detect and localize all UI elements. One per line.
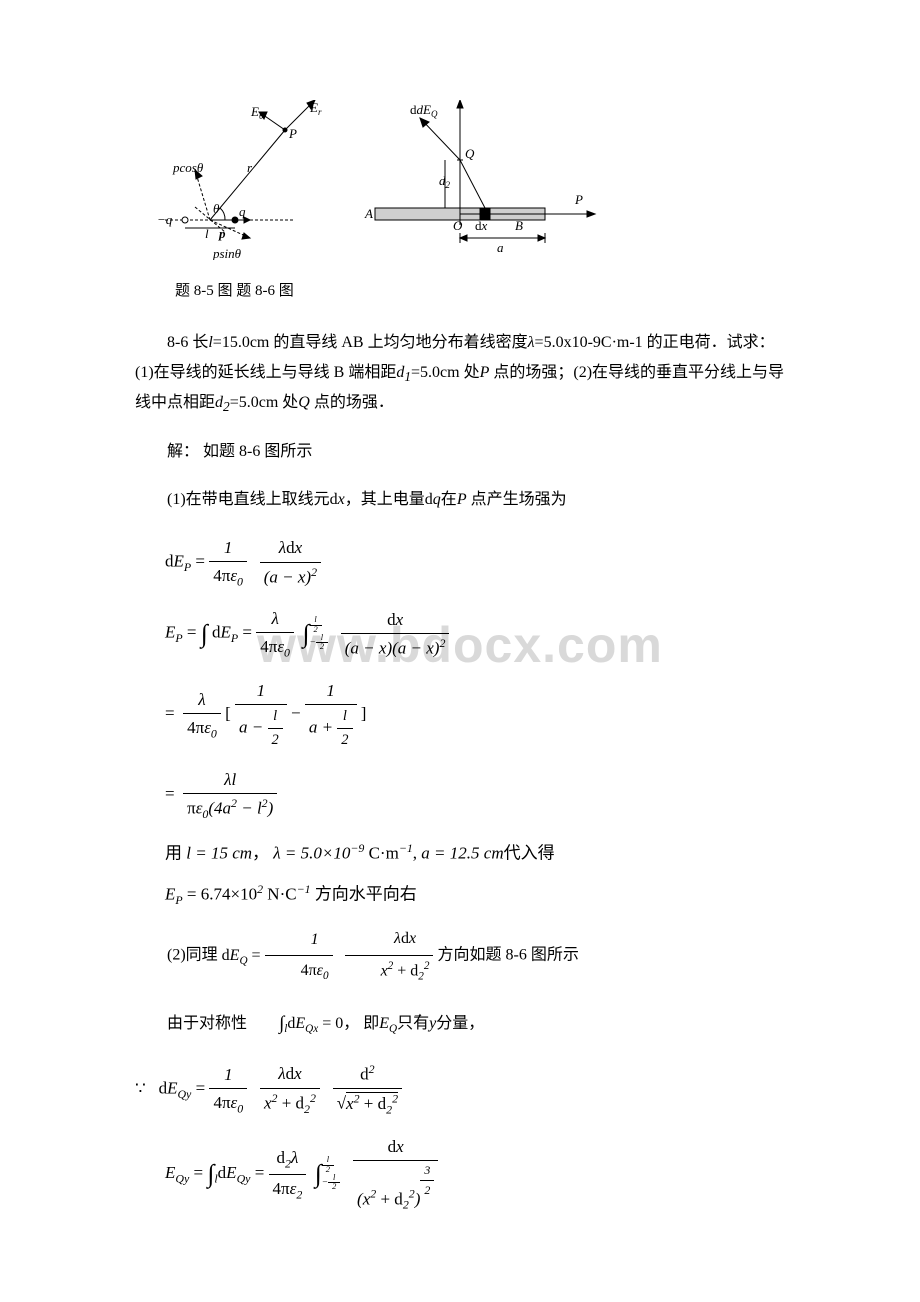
equation-EP-integral: EP = ∫ dEP = λ4πε0 ∫l2−l2 dx(a − x)(a − …	[165, 605, 785, 663]
symmetry-statement: 由于对称性∫ldEQx = 0， 即→EQ只有y分量，	[135, 1006, 785, 1042]
figures-caption: 题 8-5 图 题 8-6 图	[175, 279, 785, 303]
svg-text:θ: θ	[213, 201, 220, 216]
svg-text:l: l	[205, 226, 209, 241]
solution-intro: 解： 如题 8-6 图所示	[135, 437, 785, 467]
svg-text:d2: d2	[439, 173, 451, 190]
problem-statement: 8-6 长l=15.0cm 的直导线 AB 上均匀地分布着线密度λ=5.0x10…	[135, 328, 785, 419]
svg-text:P: P	[574, 192, 583, 207]
svg-text:Q: Q	[465, 146, 475, 161]
svg-text:r: r	[247, 160, 253, 175]
svg-text:Er: Er	[309, 100, 322, 117]
equation-EQy-integral: EQy = ∫ldEQy = d2λ4πε2 ∫l2−l2 dx(x2 + d2…	[165, 1133, 785, 1215]
svg-text:−q: −q	[157, 212, 173, 227]
svg-text:pcosθ: pcosθ	[172, 160, 204, 175]
substitution-values: 用 l = 15 cm， λ = 5.0×10−9 C·m−1, a = 12.…	[165, 839, 785, 867]
svg-text:ddEQ: ddEQ	[410, 102, 438, 119]
figure-8-6: ddEQ Q d2 A P O dx B a	[345, 100, 605, 269]
figures-row: Er Eθ P r pcosθ −q q θ l p psinθ	[155, 100, 785, 269]
svg-text:O: O	[453, 218, 463, 233]
part1-intro: (1)在带电直线上取线元ddxx，其上电量dq在P 点产生场强为	[135, 485, 785, 515]
part2-intro: (2)同理 dEQ = 14πε0 λdxx2 + d22 方向如题 8-6 图…	[135, 924, 785, 987]
svg-text:Eθ: Eθ	[250, 104, 264, 121]
svg-text:q: q	[239, 204, 246, 219]
svg-text:p: p	[218, 226, 226, 241]
result-EP: EP = 6.74×102 N·C−1 方向水平向右	[165, 880, 785, 910]
svg-text:A: A	[364, 206, 373, 221]
svg-text:a: a	[497, 240, 504, 255]
equation-dEQy: ∵ dEQy = 14πε0 λdxx2 + d22 d2√x2 + d22	[165, 1060, 785, 1119]
svg-text:psinθ: psinθ	[212, 246, 242, 260]
svg-text:B: B	[515, 218, 523, 233]
equation-dEP: ddEEP = 14πε0 λdx(a − x)2	[165, 534, 785, 592]
equation-EP-final: = λlπε0(4a2 − l2)	[165, 766, 785, 824]
svg-text:P: P	[288, 126, 297, 141]
page-content: Er Eθ P r pcosθ −q q θ l p psinθ	[135, 100, 785, 1215]
equation-EP-expanded: = λ4πε0 [ 1a − l2 − 1a + l2 ]	[165, 677, 785, 752]
svg-text:dx: dx	[475, 218, 488, 233]
figure-8-5: Er Eθ P r pcosθ −q q θ l p psinθ	[155, 100, 335, 269]
